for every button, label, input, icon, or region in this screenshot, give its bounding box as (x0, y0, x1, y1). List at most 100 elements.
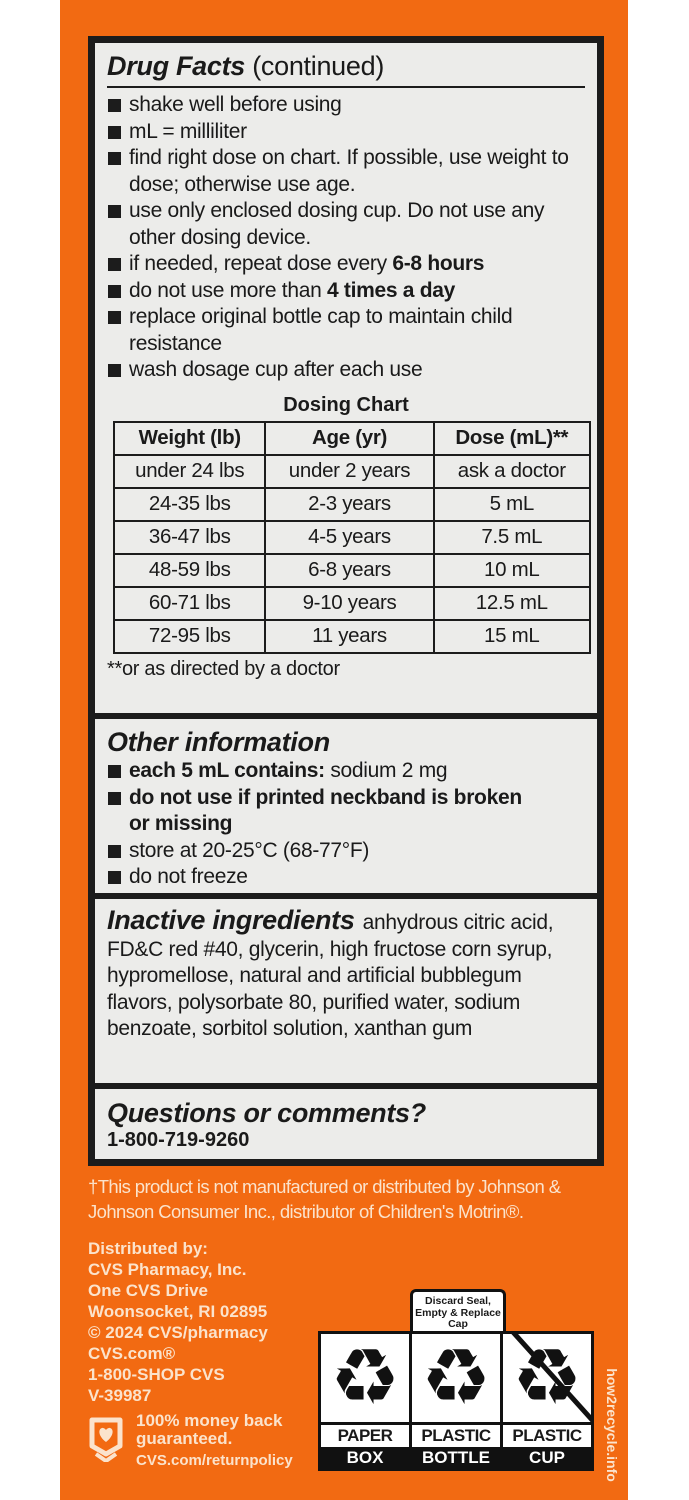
distributor-info: Distributed by: CVS Pharmacy, Inc. One C… (88, 1238, 268, 1406)
item-text: store at 20-25°C (68-77°F) (129, 838, 370, 862)
material: PAPER (321, 1425, 409, 1447)
section-title: Questions or comments? (107, 1098, 426, 1128)
header-weight: Weight (lb) (112, 420, 267, 456)
inactive-ingredients: Inactive ingredients anhydrous citric aci… (107, 899, 585, 1043)
cell-weight: 24-35 lbs (112, 486, 267, 522)
bullet-square-icon (108, 258, 121, 271)
list-item: mL = milliliter (107, 119, 585, 146)
item-bold: 6-8 hours (392, 252, 485, 275)
cell-dose: 12.5 mL (432, 585, 592, 621)
item-bold: 4 times a day (327, 278, 456, 302)
cell-weight: 72-95 lbs (112, 618, 267, 654)
item-text: wash dosage cup after each use (129, 358, 423, 381)
seal-note: Discard Seal, Empty & Replace Cap (410, 1289, 506, 1335)
directions-list: shake well before using mL = milliliter … (107, 92, 585, 384)
cell-dose: 7.5 mL (432, 519, 592, 555)
bullet-square-icon (108, 844, 121, 858)
cell-age: 11 years (264, 618, 435, 654)
bullet-square-icon (108, 205, 121, 218)
cell-dose: ask a doctor (432, 453, 592, 489)
title-suffix: (continued) (252, 51, 385, 81)
list-item: wash dosage cup after each use (107, 357, 585, 384)
recycling-label: ♻ PAPER BOX ♻ PLASTIC BOTTLE ♻ PLASTIC C… (318, 1331, 594, 1471)
item: BOTTLE (422, 1448, 490, 1467)
recycle-paper-box: ♻ PAPER BOX (321, 1334, 409, 1468)
cell-weight: 60-71 lbs (112, 585, 267, 621)
recycle-plastic-bottle: ♻ PLASTIC BOTTLE (412, 1334, 500, 1468)
section-title: Other information (107, 727, 330, 757)
dist-line: © 2024 CVS/pharmacy (88, 1323, 268, 1342)
drug-facts-label: Drug Facts (continued) shake well before… (88, 36, 604, 1166)
item-bold: do not use if printed neckband is broken… (129, 785, 522, 836)
bullet-square-icon (108, 765, 121, 778)
list-item: find right dose on chart. If possible, u… (107, 145, 585, 198)
table-row: under 24 lbs under 2 years ask a doctor (112, 453, 592, 489)
item-text: find right dose on chart. If possible, u… (129, 146, 569, 196)
bullet-square-icon (108, 152, 121, 165)
section-title: Inactive ingredients (107, 905, 355, 935)
list-item: do not use if printed neckband is broken… (107, 785, 585, 838)
item-text: do not freeze (129, 865, 248, 888)
drug-facts-section: Drug Facts (continued) shake well before… (95, 43, 597, 713)
recycle-icon: ♻ (321, 1334, 409, 1422)
cell-age: 9-10 years (264, 585, 435, 621)
list-item: replace original bottle cap to maintain … (107, 304, 585, 357)
other-info-list: each 5 mL contains: sodium 2 mg do not u… (107, 758, 585, 891)
questions-section: Questions or comments? 1-800-719-9260 (95, 1089, 597, 1159)
dosing-footnote: **or as directed by a doctor (107, 657, 340, 680)
item: CUP (529, 1448, 565, 1467)
not-recyclable-icon: ♻ (503, 1334, 591, 1422)
heart-bag-icon (89, 1417, 123, 1462)
bullet-square-icon (108, 284, 121, 298)
cell-weight: under 24 lbs (112, 453, 267, 489)
cell-age: 6-8 years (264, 552, 435, 588)
cell-dose: 10 mL (432, 552, 592, 588)
header-age: Age (yr) (264, 420, 435, 456)
dist-line: Distributed by: (88, 1239, 208, 1258)
guarantee-text: 100% money back guaranteed. (136, 1411, 283, 1448)
title-text: Drug Facts (107, 51, 246, 81)
section-title: Drug Facts (continued) (107, 43, 585, 88)
bullet-square-icon (108, 311, 121, 324)
recycle-icon: ♻ (412, 1334, 500, 1422)
bullet-square-icon (108, 364, 121, 377)
list-item: use only enclosed dosing cup. Do not use… (107, 198, 585, 251)
dist-line: CVS.com® (88, 1344, 176, 1363)
list-item: shake well before using (107, 92, 585, 119)
item-text: if needed, repeat dose every (129, 252, 393, 275)
dosing-chart-title: Dosing Chart (283, 393, 409, 416)
cell-age: 4-5 years (264, 519, 435, 555)
item-text: replace original bottle cap to maintain … (129, 305, 513, 355)
ingredients-text: anhydrous citric acid, FD&C red #40, gly… (107, 911, 554, 1040)
material: PLASTIC (503, 1425, 591, 1447)
bullet-square-icon (108, 99, 121, 112)
return-policy-link[interactable]: CVS.com/returnpolicy (136, 1452, 293, 1469)
header-dose: Dose (mL)** (432, 420, 592, 456)
item-text: sodium 2 mg (324, 759, 448, 782)
table-row: 72-95 lbs 11 years 15 mL (112, 618, 592, 654)
other-information-section: Other information each 5 mL contains: so… (95, 719, 597, 893)
strike-line (510, 1334, 591, 1422)
dist-line: CVS Pharmacy, Inc. (88, 1260, 247, 1279)
item-text: do not use more than (129, 278, 327, 302)
item-text: mL = milliliter (129, 119, 247, 143)
recycle-plastic-cup: ♻ PLASTIC CUP (503, 1334, 591, 1468)
table-row: 48-59 lbs 6-8 years 10 mL (112, 552, 592, 588)
cell-dose: 15 mL (432, 618, 592, 654)
list-item: store at 20-25°C (68-77°F) (107, 838, 585, 865)
inactive-ingredients-section: Inactive ingredients anhydrous citric aci… (95, 899, 597, 1083)
table-header-row: Weight (lb) Age (yr) Dose (mL)** (112, 420, 592, 456)
bullet-square-icon (108, 871, 121, 884)
material: PLASTIC (412, 1425, 500, 1447)
table-row: 36-47 lbs 4-5 years 7.5 mL (112, 519, 592, 555)
disclaimer: †This product is not manufactured or dis… (88, 1176, 561, 1222)
list-item: do not use more than 4 times a day (107, 278, 585, 305)
dist-line: One CVS Drive (88, 1281, 208, 1300)
cell-age: under 2 years (264, 453, 435, 489)
dist-line: 1-800-SHOP CVS (88, 1365, 225, 1384)
item-text: use only enclosed dosing cup. Do not use… (129, 199, 545, 249)
bullet-square-icon (108, 791, 121, 805)
dist-line: V-39987 (88, 1386, 152, 1405)
phone-number: 1-800-719-9260 (107, 1129, 250, 1151)
list-item: each 5 mL contains: sodium 2 mg (107, 758, 585, 785)
